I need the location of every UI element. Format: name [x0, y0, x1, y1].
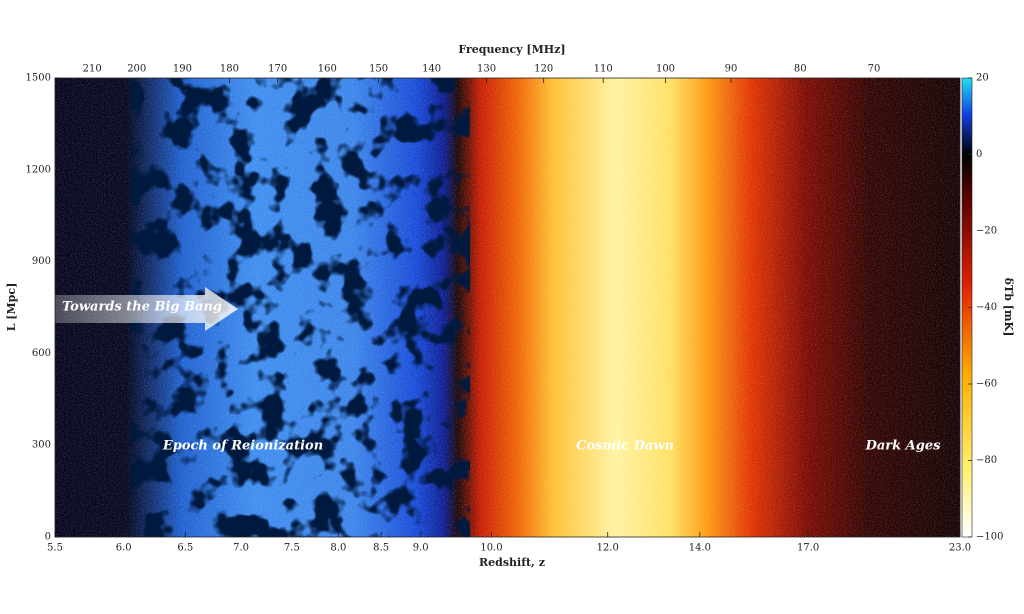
colorbar-tick-label: 0	[976, 149, 982, 160]
x-tick-label: 14.0	[689, 543, 711, 554]
colorbar-tick-label: −20	[976, 226, 997, 237]
colorbar-tick-label: −100	[976, 532, 1003, 543]
plot-frame	[54, 77, 961, 538]
x2-axis-title: Frequency [MHz]	[458, 43, 565, 56]
colorbar-tick-label: −80	[976, 455, 997, 466]
annotation: Dark Ages	[865, 439, 942, 454]
y-tick-label: 900	[32, 256, 51, 267]
annotation: Cosmic Dawn	[576, 439, 674, 454]
x2-tick-label: 110	[594, 64, 613, 75]
y-tick-label: 300	[32, 440, 51, 451]
x2-tick-label: 210	[83, 64, 102, 75]
annotation: Towards the Big Bang	[62, 300, 222, 315]
x2-tick-label: 100	[656, 64, 675, 75]
y-tick-label: 0	[45, 532, 51, 543]
x-tick-label: 10.0	[480, 543, 502, 554]
y-tick-label: 1500	[26, 73, 51, 84]
x2-tick-label: 70	[868, 64, 881, 75]
colorbar-tick-label: 20	[976, 73, 989, 84]
colorbar-title: δTb [mK]	[1002, 278, 1015, 337]
x2-tick-label: 150	[369, 64, 388, 75]
x-tick-label: 8.5	[373, 543, 389, 554]
x-tick-label: 5.5	[47, 543, 63, 554]
y-tick-label: 1200	[26, 164, 51, 175]
colorbar-tick-label: −40	[976, 302, 997, 313]
x-tick-label: 9.0	[413, 543, 429, 554]
x-tick-label: 6.0	[116, 543, 132, 554]
x-tick-label: 12.0	[597, 543, 619, 554]
x2-tick-label: 190	[173, 64, 192, 75]
plot-area	[54, 77, 961, 538]
x2-tick-label: 80	[794, 64, 807, 75]
x2-tick-label: 200	[127, 64, 146, 75]
annotation: Epoch of Reionization	[162, 439, 323, 454]
x-tick-label: 17.0	[797, 543, 819, 554]
x-tick-label: 7.0	[233, 543, 249, 554]
x2-tick-label: 180	[220, 64, 239, 75]
y-axis-title: L [Mpc]	[5, 283, 18, 332]
arrow	[55, 287, 238, 331]
colorbar-tick-label: −60	[976, 379, 997, 390]
x2-tick-label: 90	[725, 64, 738, 75]
x-axis-title: Redshift, z	[479, 556, 545, 569]
x-tick-label: 6.5	[177, 543, 193, 554]
x2-tick-label: 120	[534, 64, 553, 75]
x2-tick-label: 140	[422, 64, 441, 75]
y-tick-label: 600	[32, 348, 51, 359]
x2-tick-label: 130	[477, 64, 496, 75]
x2-tick-label: 170	[268, 64, 287, 75]
x-tick-label: 8.0	[330, 543, 346, 554]
x2-tick-label: 160	[318, 64, 337, 75]
x-tick-label: 23.0	[949, 543, 971, 554]
x-tick-label: 7.5	[284, 543, 300, 554]
